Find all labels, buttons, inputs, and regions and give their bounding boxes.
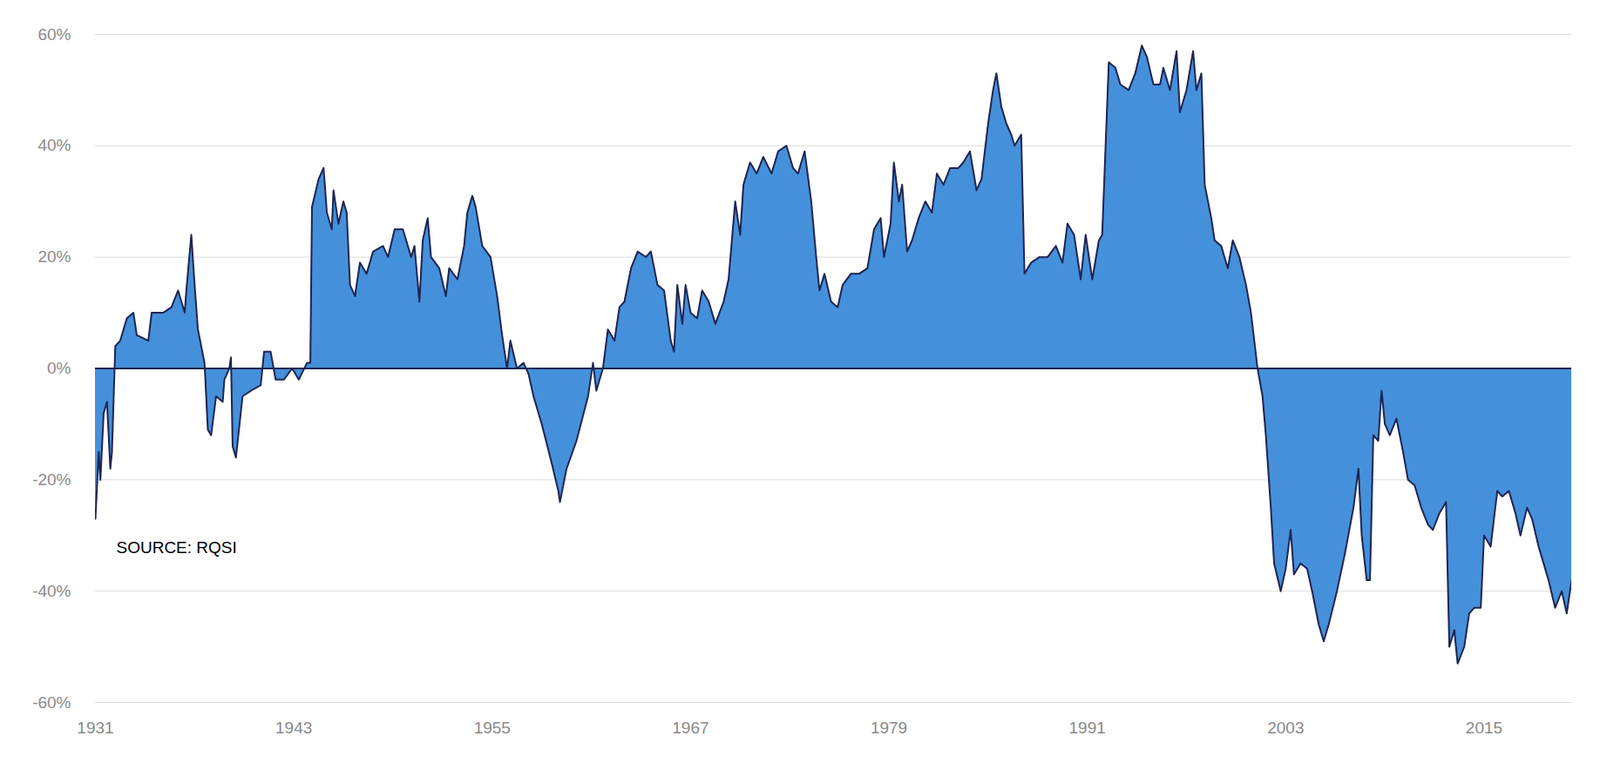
svg-text:60%: 60%	[37, 25, 71, 44]
svg-text:40%: 40%	[37, 135, 71, 155]
svg-text:1943: 1943	[275, 718, 312, 738]
svg-text:2015: 2015	[1465, 718, 1503, 738]
svg-text:1991: 1991	[1069, 718, 1106, 738]
svg-text:1955: 1955	[474, 718, 511, 738]
svg-text:0%: 0%	[47, 359, 72, 378]
svg-text:20%: 20%	[37, 247, 71, 266]
svg-text:1931: 1931	[76, 718, 114, 738]
svg-text:2003: 2003	[1267, 718, 1304, 738]
svg-text:-60%: -60%	[32, 693, 71, 712]
svg-text:1979: 1979	[870, 718, 908, 738]
svg-text:-20%: -20%	[32, 470, 71, 489]
svg-text:1967: 1967	[671, 718, 709, 738]
svg-text:-40%: -40%	[32, 582, 71, 601]
svg-text:SOURCE: RQSI: SOURCE: RQSI	[116, 538, 238, 557]
